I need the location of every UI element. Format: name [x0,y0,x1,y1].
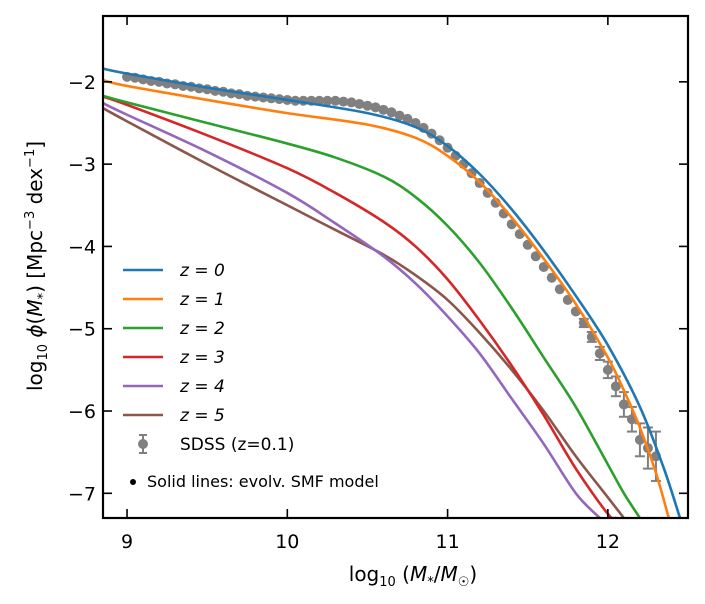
x-tick-label: 12 [596,531,620,553]
plot-frame [101,14,690,520]
legend-label-z0: z = 0 [179,261,225,281]
sdss-point [338,96,349,107]
legend-label-z4: z = 4 [179,377,225,397]
legend-label-z3: z = 3 [179,348,225,368]
sdss-point [482,187,493,198]
sdss-point [330,95,341,106]
y-tick-label: −2 [68,72,96,94]
sdss-point [602,364,613,375]
sdss-point [346,97,357,108]
legend-label-z2: z = 2 [179,319,225,339]
sdss-point [322,95,333,106]
sdss-point [378,104,389,115]
y-tick-label: −5 [68,319,96,341]
series-line-z0 [103,67,682,518]
series-line-z5 [103,107,625,518]
sdss-point [538,262,549,272]
legend: z = 0 z = 1 z = 2 z = 3 z = 4 z = 5 SDSS (z=0.… [123,261,379,491]
sdss-point [362,100,373,111]
series-line-z4 [103,102,601,518]
sdss-point [402,113,413,124]
series-line-z2 [103,94,642,518]
legend-label-sdss: SDSS (z=0.1) [180,435,294,455]
y-tick-label: −3 [68,154,96,176]
model-note: Solid lines: evolv. SMF model [147,472,379,491]
series-line-z1 [103,78,671,518]
note-bullet [130,479,136,485]
sdss-point [594,348,605,359]
x-tick-label: 10 [275,531,299,553]
y-tick-label: −4 [68,236,96,258]
data-area [103,67,682,518]
series-line-z3 [103,95,617,518]
sdss-point [394,110,405,121]
sdss-point [618,399,629,410]
sdss-point [370,102,381,113]
sdss-point [554,284,565,295]
sdss-point [610,381,621,392]
legend-label-z5: z = 5 [179,406,225,426]
x-tick-label: 9 [121,531,133,553]
x-axis-label: log10 (M*/M☉) [349,562,477,590]
y-axis-label: log10 ϕ(M*) [Mpc−3 dex−1] [23,141,51,391]
legend-sdss-marker [138,439,148,449]
sdss-point [354,99,365,110]
y-tick-label: −7 [68,483,96,505]
legend-label-z1: z = 1 [179,290,225,310]
x-tick-label: 11 [435,531,459,553]
sdss-point [386,107,397,118]
sdss-point [530,251,541,262]
y-tick-label: −6 [68,401,96,423]
